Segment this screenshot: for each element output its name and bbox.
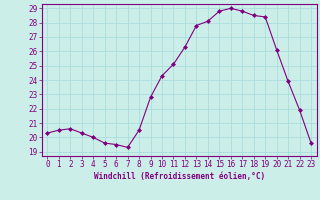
X-axis label: Windchill (Refroidissement éolien,°C): Windchill (Refroidissement éolien,°C) — [94, 172, 265, 181]
